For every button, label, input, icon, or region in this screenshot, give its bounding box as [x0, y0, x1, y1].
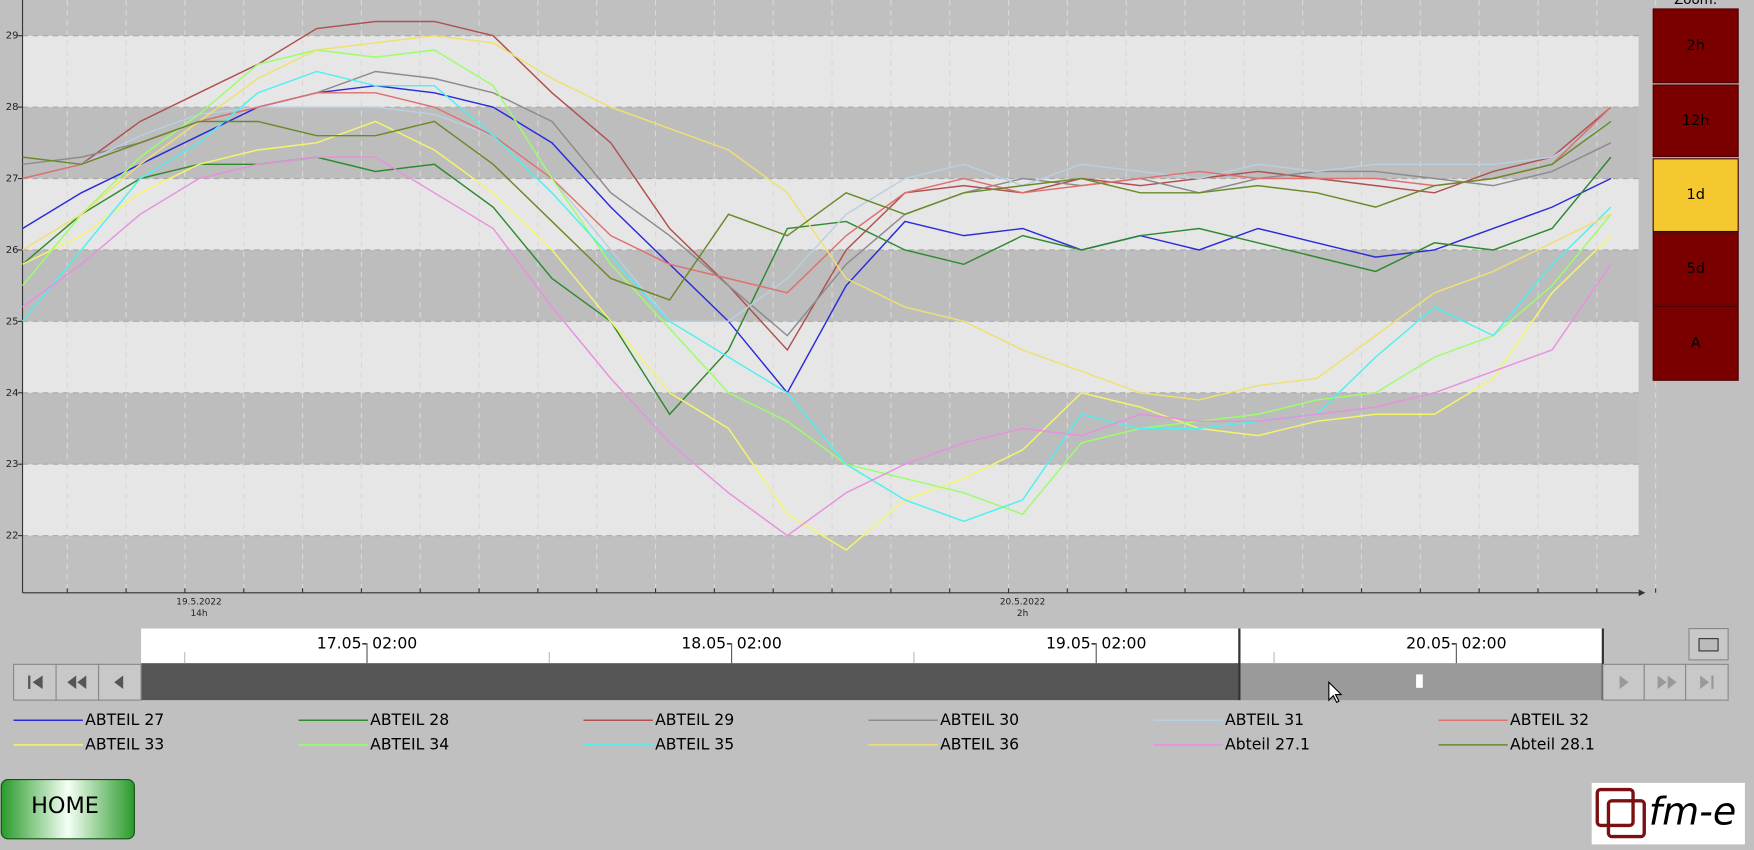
- logo-text: fm-e: [1649, 790, 1737, 834]
- timeline-track: [141, 663, 1240, 701]
- plot: 22 23 24 25 26 27 28 29 19.5.2022 14h 20.5.2022 2h: [6, 0, 1657, 618]
- home-label: HOME: [31, 793, 99, 819]
- y-tick-label: 29: [6, 31, 19, 42]
- legend-label: ABTEIL 28: [370, 710, 449, 729]
- zoom-title: Zoom:: [1674, 0, 1717, 8]
- zoom-button[interactable]: [1652, 305, 1739, 381]
- y-tick-label: 22: [6, 531, 19, 542]
- y-tick-label: 24: [6, 388, 19, 399]
- legend-label: ABTEIL 35: [655, 734, 734, 753]
- zoom-label: 12h: [1682, 113, 1710, 129]
- y-tick-label: 26: [6, 245, 19, 256]
- zoom-label: 2h: [1686, 38, 1704, 54]
- zoom-button[interactable]: [1652, 84, 1739, 158]
- timeline-scale: [141, 628, 1603, 664]
- logo-mark: [1595, 787, 1635, 828]
- x-axis-arrow: [1638, 589, 1646, 597]
- icon: [1619, 675, 1629, 689]
- band: [22, 321, 1639, 393]
- series-line: [21, 49, 1612, 516]
- icon: [1700, 675, 1710, 689]
- zoom-button[interactable]: [1652, 158, 1739, 233]
- band: [22, 249, 1639, 322]
- nav-buttons: [13, 627, 1729, 701]
- legend-label: ABTEIL 32: [1510, 710, 1589, 729]
- icon: [1698, 638, 1719, 652]
- band: [22, 464, 1639, 536]
- nav-icons: [28, 638, 1719, 689]
- icon: [1657, 675, 1677, 689]
- home-button[interactable]: [0, 778, 135, 840]
- legend-label: Abteil 28.1: [1510, 734, 1595, 753]
- y-tick-label: 23: [6, 459, 19, 470]
- logo: [1591, 782, 1745, 845]
- icon: [1711, 675, 1714, 689]
- cursor: [1328, 680, 1343, 704]
- zoom-label: 5d: [1686, 261, 1704, 277]
- zoom-label: A: [1691, 335, 1701, 351]
- timeline-label: 20.05- 02:00: [1406, 634, 1506, 653]
- legend-label: ABTEIL 33: [85, 734, 164, 753]
- band: [22, 35, 1639, 108]
- nav-fast-back[interactable]: [55, 663, 100, 701]
- legend-label: ABTEIL 29: [655, 710, 734, 729]
- band: [22, 107, 1639, 179]
- window-grip: [1416, 674, 1423, 688]
- series-line: [22, 92, 1612, 294]
- y-tick-label: 28: [6, 102, 19, 113]
- icon: [67, 675, 87, 689]
- legend-label: ABTEIL 27: [85, 710, 164, 729]
- series-line: [22, 156, 1612, 537]
- timeline-label: 19.05- 02:00: [1046, 634, 1146, 653]
- y-tick-label: 27: [6, 174, 19, 185]
- logo-mark: [1606, 799, 1646, 839]
- series-line: [22, 106, 1612, 323]
- icon: [32, 675, 43, 689]
- timeline-label: 18.05- 02:00: [681, 634, 781, 653]
- icon: [28, 675, 31, 689]
- series-line: [22, 34, 1612, 401]
- zoom-button[interactable]: [1652, 8, 1739, 84]
- x-tick-label: 19.5.2022 14h: [176, 597, 222, 618]
- x-tick-label: 20.5.2022 2h: [1000, 597, 1046, 618]
- legend-label: Abteil 27.1: [1225, 734, 1310, 753]
- zoom-label: 1d: [1686, 187, 1704, 203]
- legend-label: ABTEIL 36: [940, 734, 1019, 753]
- series-line: [22, 120, 1612, 301]
- band: [22, 178, 1639, 250]
- legend-label: ABTEIL 30: [940, 710, 1019, 729]
- timeline-label: 17.05- 02:00: [317, 634, 417, 653]
- series-line: [21, 70, 1612, 523]
- legend-label: ABTEIL 34: [370, 734, 449, 753]
- zoom-button[interactable]: [1652, 232, 1739, 306]
- y-tick-label: 25: [6, 316, 19, 327]
- icon: [114, 675, 124, 689]
- series-line: [22, 120, 1612, 551]
- legend-label: ABTEIL 31: [1225, 710, 1304, 729]
